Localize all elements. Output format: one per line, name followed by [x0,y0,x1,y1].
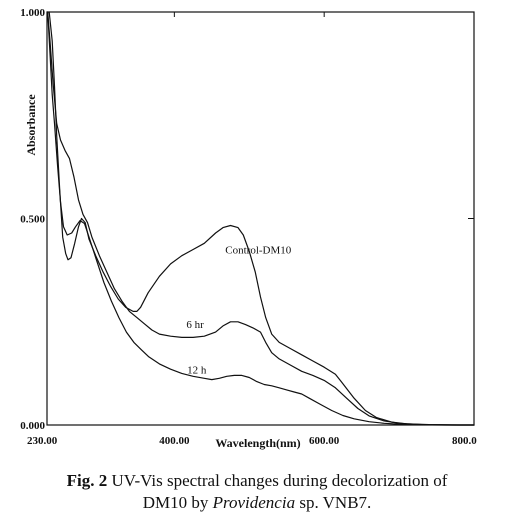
x-tick-label: 600.00 [309,435,340,447]
x-axis-title: Wavelength(nm) [215,436,300,450]
x-tick-label: 400.00 [159,435,190,447]
series-line-6-hr [47,11,475,426]
plot-frame [46,11,475,426]
caption-figure-label: Fig. 2 [66,471,108,490]
y-tick-label: 1.000 [20,7,45,19]
curve-labels: Control-DM10 6 hr 12 h [186,245,291,377]
x-axis-ticks: 230.00 400.00 600.00 800.0 [27,12,477,447]
caption-species: Providencia [212,493,296,512]
series-label: 12 h [187,364,207,376]
y-axis-title: Absorbance [24,94,38,156]
series-label: Control-DM10 [225,245,292,257]
series-line-12-h [47,11,475,426]
series-line-control-dm10 [48,11,475,426]
absorbance-chart: 0.000 0.500 1.000 230.00 400.00 600.00 800.0 … [20,7,477,450]
y-axis-ticks: 0.000 0.500 1.000 [20,7,474,432]
y-tick-label: 0.000 [20,420,45,432]
spectra-curves [47,11,475,426]
caption-text-3: sp. VNB7. [295,493,372,512]
figure-caption: Fig. 2 UV-Vis spectral changes during de… [0,470,514,514]
x-tick-label: 230.00 [27,435,58,447]
y-tick-label: 0.500 [20,214,45,226]
caption-text-1: UV-Vis spectral changes during decoloriz… [107,471,448,490]
x-tick-label: 800.0 [452,435,477,447]
series-label: 6 hr [186,319,204,331]
caption-text-2: DM10 by [142,493,213,512]
